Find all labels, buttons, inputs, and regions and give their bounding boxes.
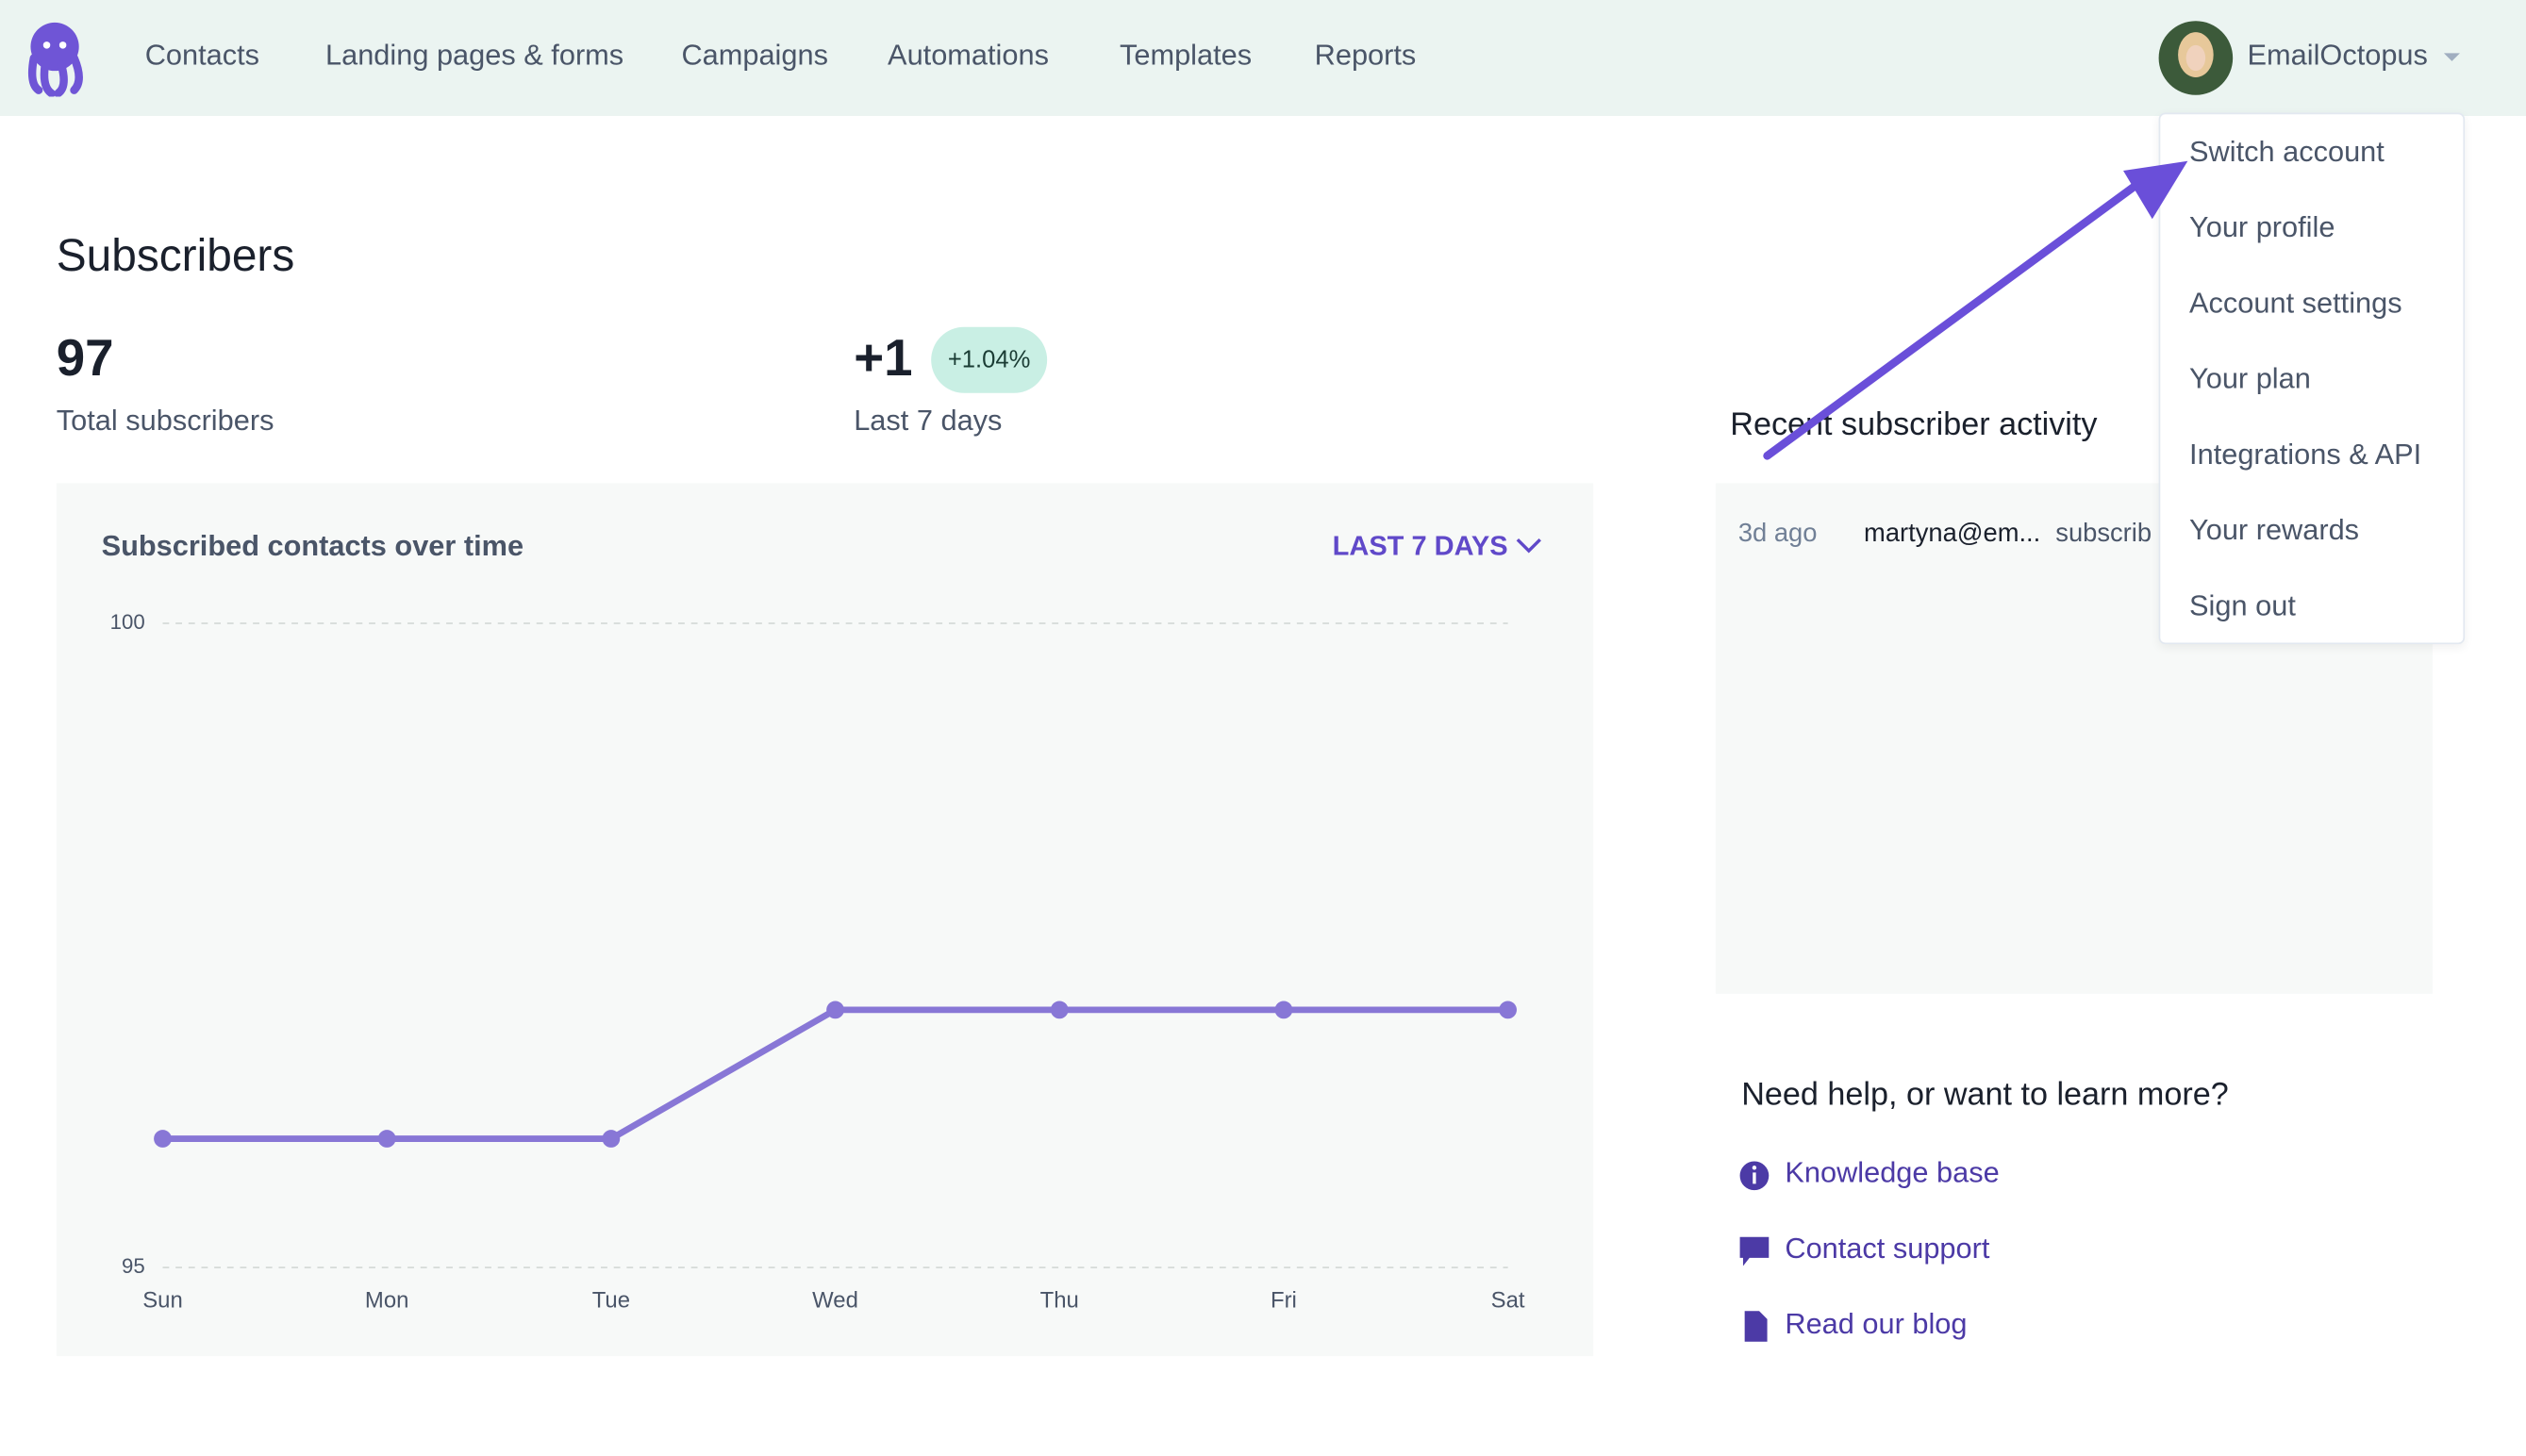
- account-name[interactable]: EmailOctopus: [2247, 38, 2428, 72]
- menu-item[interactable]: Account settings: [2189, 287, 2402, 320]
- line: [162, 1006, 1508, 1142]
- help-link[interactable]: Read our blog: [1785, 1307, 1968, 1341]
- caret: [2443, 53, 2460, 61]
- nav-item[interactable]: Automations: [888, 38, 1049, 72]
- x-tick-label: Sat: [1491, 1287, 1525, 1313]
- dropdown-menu: Switch account Your profile Account settin…: [2158, 112, 2466, 645]
- nav-item[interactable]: Templates: [1119, 38, 1253, 72]
- point: [826, 1001, 844, 1019]
- menu-item[interactable]: Switch account: [2189, 135, 2385, 168]
- heading: Subscribers: [56, 230, 295, 281]
- chart: Subscribed contacts over time LAST 7 DAY…: [102, 529, 1541, 1313]
- x-tick-label: Fri: [1271, 1287, 1297, 1313]
- menu-item[interactable]: Integrations & API: [2189, 438, 2422, 471]
- nav-item[interactable]: Contacts: [144, 38, 260, 72]
- change: +1: [854, 328, 913, 387]
- point: [377, 1130, 396, 1148]
- nav-item[interactable]: Campaigns: [681, 38, 828, 72]
- change-label: Last 7 days: [854, 404, 1003, 437]
- logo[interactable]: [25, 19, 87, 97]
- help-heading: Need help, or want to learn more?: [1741, 1077, 2229, 1114]
- nav-bar: Contacts Landing pages & forms Campaigns Au…: [0, 0, 2526, 116]
- total-label: Total subscribers: [56, 404, 274, 437]
- chart-title: Subscribed contacts over time: [102, 529, 523, 562]
- nav-item[interactable]: Reports: [1314, 38, 1417, 72]
- x-tick-label: Tue: [592, 1287, 630, 1313]
- activity-heading: Recent subscriber activity: [1730, 407, 2098, 443]
- y-tick-label: 100: [110, 610, 145, 634]
- total: 97: [56, 328, 114, 387]
- menu-item[interactable]: Your rewards: [2189, 513, 2360, 546]
- help-link[interactable]: Knowledge base: [1785, 1156, 2000, 1189]
- y-tick-label: 95: [122, 1254, 145, 1278]
- help-icons: [1739, 1161, 1770, 1342]
- chevron: [1516, 538, 1541, 554]
- menu-item[interactable]: Sign out: [2189, 589, 2296, 622]
- menu-item[interactable]: Your plan: [2189, 362, 2311, 395]
- point: [154, 1130, 172, 1148]
- x-tick-label: Sun: [142, 1287, 183, 1313]
- point: [1050, 1001, 1069, 1019]
- menu-item[interactable]: Your profile: [2189, 210, 2335, 243]
- x-tick-label: Thu: [1040, 1287, 1079, 1313]
- nav-item[interactable]: Landing pages & forms: [324, 38, 624, 72]
- avatar[interactable]: [2157, 19, 2235, 96]
- x-tick-label: Wed: [812, 1287, 858, 1313]
- chart-card: [56, 483, 1594, 1357]
- x-tick-label: Mon: [365, 1287, 409, 1313]
- activity-email: martyna@em...: [1864, 520, 2041, 548]
- point: [602, 1130, 621, 1148]
- point: [1274, 1001, 1293, 1019]
- help-link[interactable]: Contact support: [1785, 1232, 1990, 1265]
- change-badge: +1.04%: [931, 326, 1048, 393]
- activity-time: 3d ago: [1737, 520, 1818, 548]
- range-button[interactable]: LAST 7 DAYS: [1333, 531, 1508, 561]
- activity-action: subscrib: [2055, 520, 2152, 548]
- point: [1499, 1001, 1517, 1019]
